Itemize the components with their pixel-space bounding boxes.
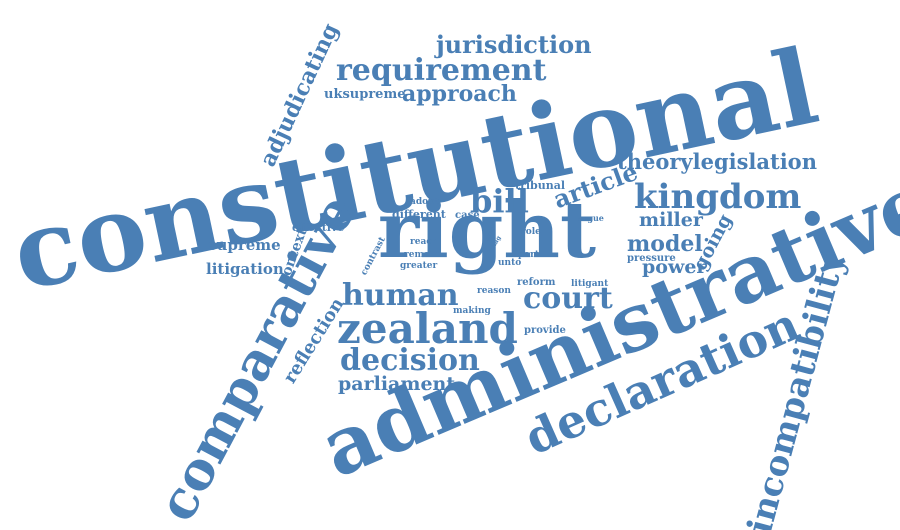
word-right: right — [378, 185, 597, 276]
word-litigant: litigant — [571, 279, 609, 289]
word-provide: provide — [524, 325, 566, 336]
word-different: different — [392, 208, 446, 221]
word-adopt: adopt — [410, 197, 439, 207]
word-making: making — [453, 306, 491, 316]
word-remain: remain — [404, 250, 440, 260]
word-uksupreme: uksupreme — [324, 87, 406, 102]
word-reason: reason — [477, 286, 511, 296]
word-litigation: litigation — [206, 260, 284, 278]
word-approach: approach — [402, 81, 517, 107]
word-greater: greater — [400, 261, 438, 271]
word-role: role — [521, 227, 541, 237]
word-theorylegislation: theorylegislation — [617, 149, 817, 174]
word-unto: unto — [498, 258, 522, 268]
word-argue: argue — [578, 213, 604, 223]
word-kingdom: kingdom — [634, 177, 802, 217]
word-effective: effective — [292, 221, 345, 234]
word-requirement: requirement — [336, 53, 547, 88]
word-supreme: supreme — [208, 236, 281, 254]
word-tribunal: tribunal — [515, 179, 566, 192]
word-pressure: pressure — [627, 253, 676, 264]
word-model: model — [627, 231, 703, 257]
word-bill: bill — [470, 182, 529, 220]
word-human: human — [342, 278, 459, 313]
word-decision: decision — [340, 343, 480, 378]
word-parliament: parliament — [338, 373, 456, 395]
word-reform: reform — [517, 277, 556, 288]
word-power: power — [642, 256, 707, 278]
word-jurisdiction: jurisdiction — [436, 30, 592, 59]
word-part: part — [518, 250, 540, 260]
word-court: court — [523, 281, 613, 316]
word-reach: reach — [410, 237, 439, 247]
word-miller: miller — [639, 209, 703, 231]
word-zealand: zealand — [337, 304, 518, 353]
word-case: case — [455, 210, 480, 221]
